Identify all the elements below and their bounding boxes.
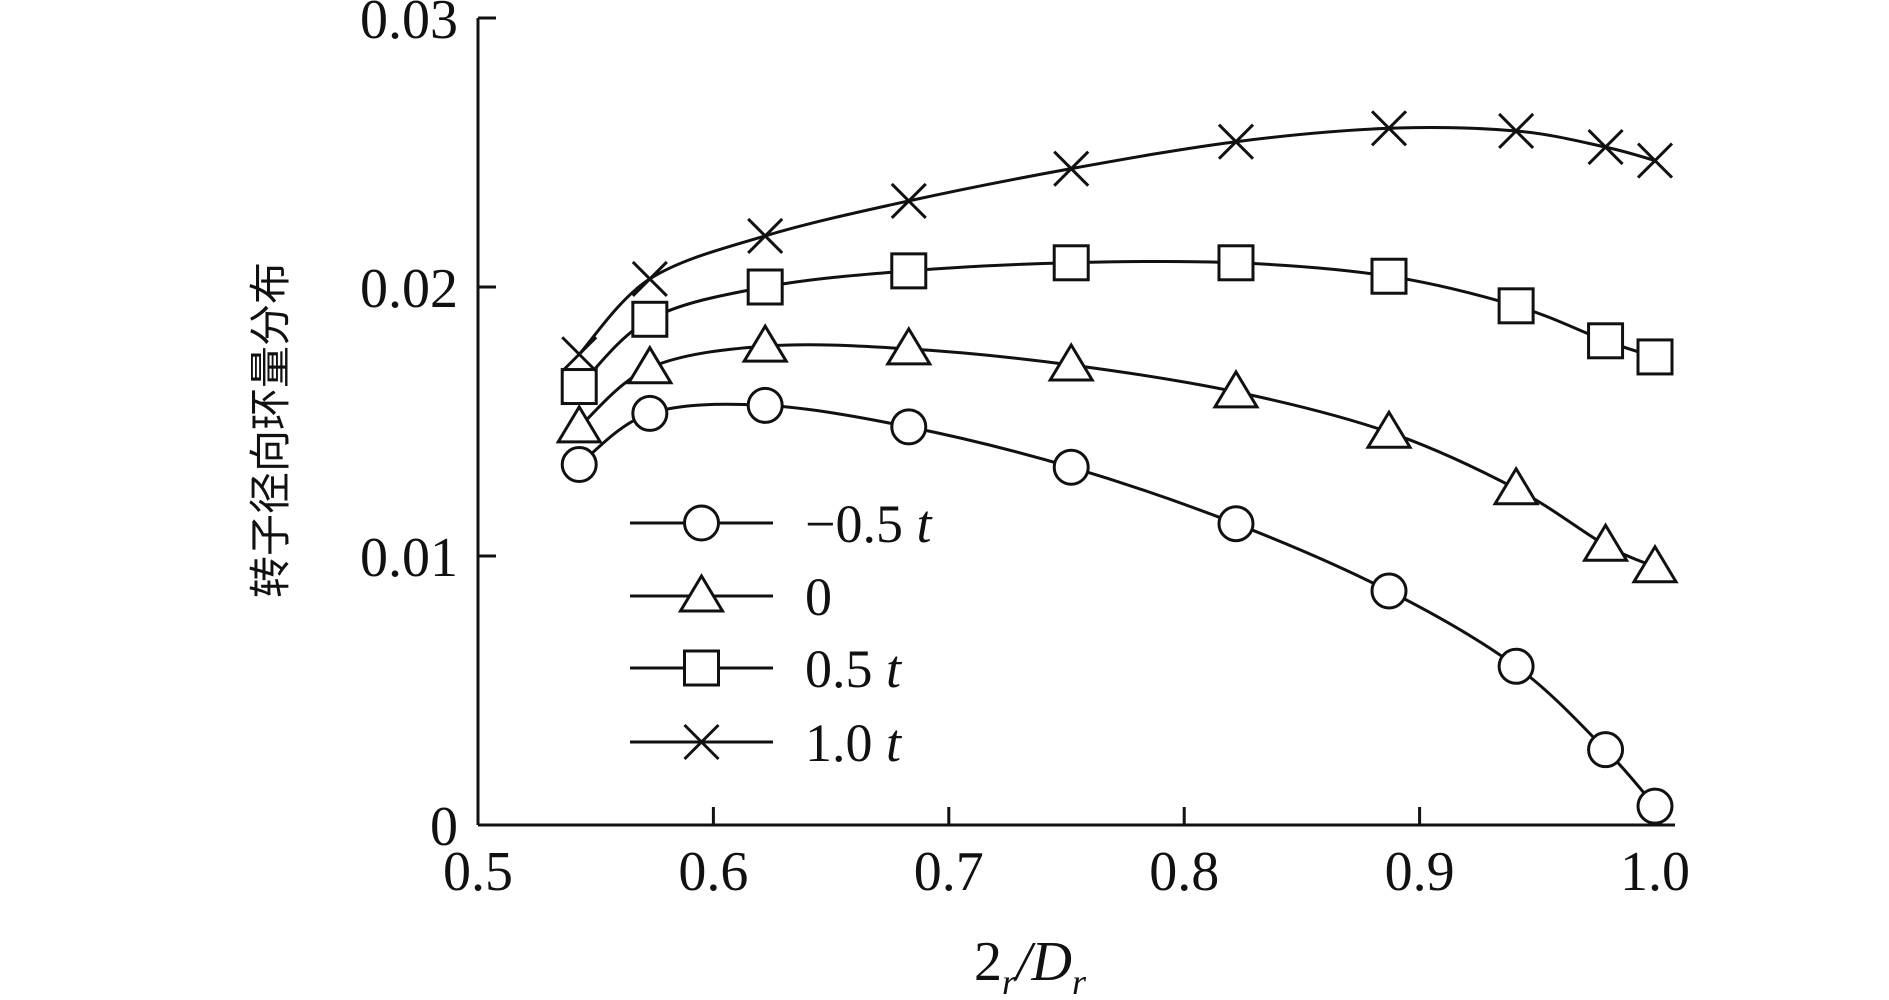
- cross-stroke: [561, 336, 598, 373]
- x-tick-label: 0.7: [914, 841, 984, 903]
- data-point-cross: [1587, 129, 1624, 166]
- cross-stroke: [1370, 110, 1408, 147]
- data-point-circle: [631, 394, 669, 432]
- legend-label: 0: [805, 567, 832, 627]
- legend-label: 1.0 t: [805, 713, 903, 773]
- x-axis-label: 2r/Dr: [974, 931, 1087, 1000]
- legend-label-main: −0.5: [805, 494, 916, 554]
- x-axis-label-sub1: r: [1002, 962, 1017, 1000]
- y-tick-label: 0.01: [360, 527, 458, 589]
- data-point-circle: [1052, 448, 1090, 486]
- legend-entry: 0: [630, 567, 832, 627]
- data-point-cross: [561, 336, 598, 373]
- legend-label-unit: t: [886, 639, 903, 699]
- data-point-cross: [1370, 110, 1408, 147]
- cross-stroke: [631, 260, 668, 297]
- data-point-triangle: [741, 323, 789, 363]
- legend-entry: 1.0 t: [630, 713, 903, 773]
- data-point-square: [746, 268, 784, 306]
- data-point-circle: [890, 408, 928, 446]
- cross-stroke: [1587, 129, 1624, 166]
- data-point-cross: [747, 217, 784, 254]
- series-line-square: [578, 259, 1656, 388]
- y-tick-label: 0: [430, 796, 458, 858]
- series-markers: [555, 110, 1679, 825]
- data-point-square: [1587, 322, 1625, 360]
- legend-marker-cross: [683, 723, 720, 761]
- series-curves: [578, 125, 1657, 808]
- cross-stroke: [747, 217, 784, 254]
- data-point-square: [631, 300, 669, 338]
- data-point-triangle: [1047, 342, 1095, 382]
- data-point-triangle: [1212, 368, 1260, 409]
- data-point-square: [1497, 287, 1535, 325]
- legend-label-main: 0: [805, 567, 832, 627]
- cross-stroke: [1217, 123, 1255, 160]
- legend-marker-triangle: [677, 573, 726, 613]
- data-point-cross: [1053, 150, 1090, 187]
- legend-label-main: 1.0: [805, 713, 886, 773]
- legend-entry: −0.5 t: [630, 494, 933, 554]
- data-point-triangle: [1581, 522, 1630, 562]
- data-point-circle: [560, 446, 598, 484]
- series-line-cross: [578, 125, 1656, 356]
- data-point-triangle: [626, 344, 674, 385]
- data-point-triangle: [1492, 465, 1540, 506]
- cross-stroke: [1053, 150, 1090, 187]
- legend-label-main: 0.5: [805, 639, 886, 699]
- data-point-circle: [1370, 572, 1408, 610]
- data-point-circle: [1587, 731, 1625, 769]
- data-point-triangle: [1631, 543, 1679, 584]
- data-point-circle: [1497, 647, 1535, 685]
- legend-label-unit: t: [886, 713, 903, 773]
- legend-label: 0.5 t: [805, 639, 903, 699]
- x-axis-label-main: 2: [974, 931, 1002, 993]
- data-point-cross: [1217, 123, 1255, 160]
- data-point-cross: [890, 182, 927, 219]
- x-tick-label: 0.8: [1149, 841, 1219, 903]
- data-point-circle: [1636, 787, 1674, 825]
- data-point-circle: [1217, 505, 1255, 543]
- x-tick-label: 0.6: [678, 841, 748, 903]
- cross-stroke: [1498, 112, 1535, 150]
- y-tick-label: 0.03: [360, 0, 458, 51]
- cross-stroke: [890, 182, 927, 219]
- legend-marker-square: [683, 649, 720, 687]
- data-point-square: [1370, 257, 1408, 295]
- data-point-triangle: [555, 403, 603, 444]
- series-line-circle: [578, 402, 1657, 808]
- data-point-cross: [1636, 142, 1674, 179]
- data-point-triangle: [1365, 409, 1413, 449]
- legend-marker-circle: [683, 504, 720, 542]
- x-tick-label: 0.9: [1385, 841, 1455, 903]
- y-tick-label: 0.02: [360, 258, 458, 320]
- data-point-square: [890, 252, 928, 290]
- x-axis-label-slash: /D: [1013, 931, 1072, 993]
- data-point-square: [560, 368, 598, 406]
- legend-entry: 0.5 t: [630, 639, 903, 699]
- x-tick-label: 1.0: [1620, 841, 1690, 903]
- data-point-square: [1052, 244, 1090, 282]
- data-point-triangle: [885, 325, 933, 366]
- series-line-triangle: [578, 343, 1656, 569]
- data-point-cross: [1498, 112, 1535, 150]
- cross-stroke: [1636, 142, 1674, 179]
- y-axis-label: 转子径向环量分布: [246, 262, 295, 598]
- data-point-cross: [631, 260, 668, 297]
- axes: 0.5 0.6 0.7 0.8 0.9 1.0 0 0.01 0.02 0.03: [360, 0, 1690, 903]
- legend-label: −0.5 t: [805, 494, 933, 554]
- data-point-square: [1217, 244, 1255, 282]
- cross-stroke: [683, 723, 720, 761]
- legend: −0.5 t00.5 t1.0 t: [630, 494, 933, 773]
- legend-label-unit: t: [916, 494, 933, 554]
- data-point-circle: [746, 386, 784, 424]
- data-point-square: [1636, 338, 1674, 376]
- x-tick-label: 0.5: [443, 841, 513, 903]
- x-axis-label-sub2: r: [1072, 962, 1087, 1000]
